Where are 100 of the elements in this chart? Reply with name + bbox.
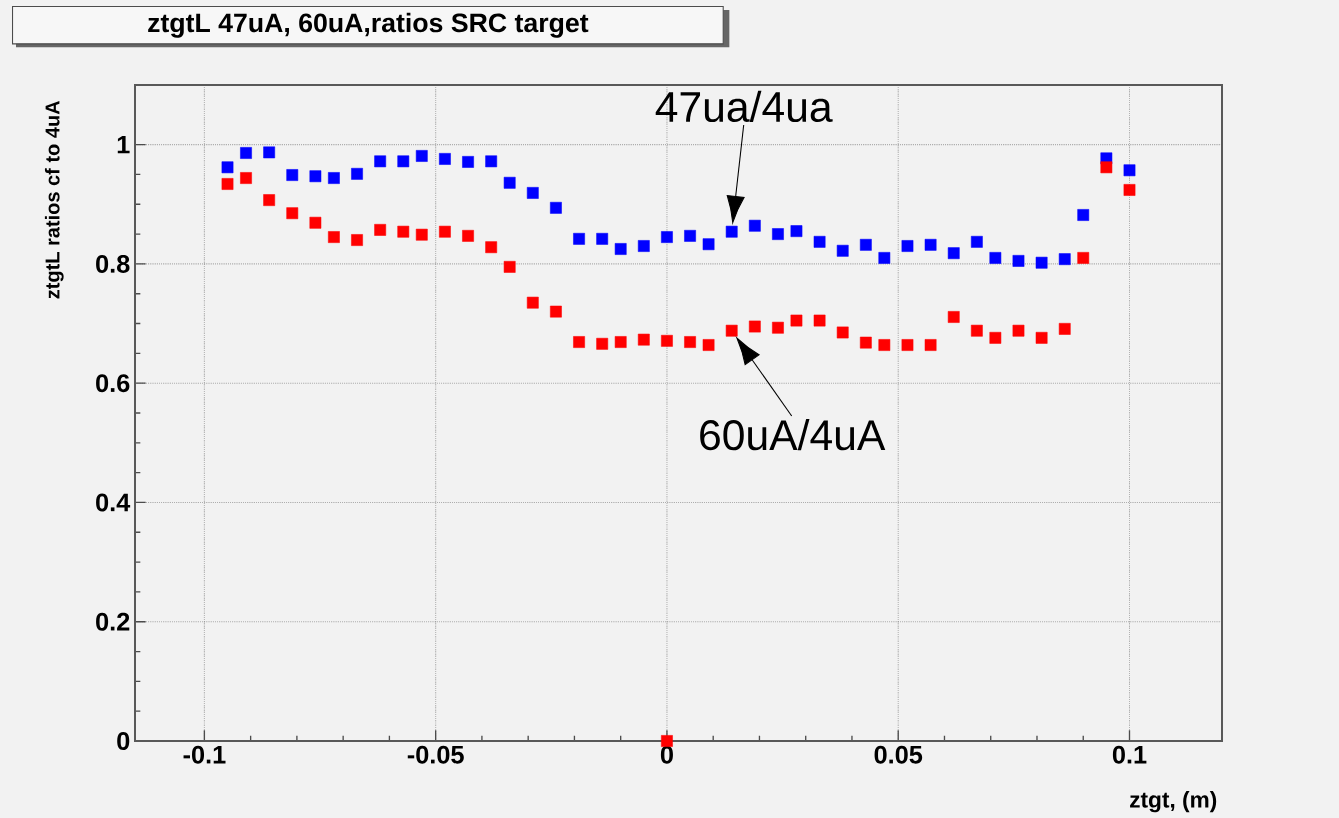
- x-tick-label: 0: [660, 745, 673, 764]
- point: [1077, 209, 1090, 221]
- point: [901, 339, 914, 351]
- point: [1012, 324, 1025, 337]
- point: [596, 337, 609, 350]
- point: [748, 219, 761, 232]
- point: [947, 311, 960, 323]
- point: [286, 207, 299, 220]
- point: [1058, 323, 1071, 335]
- point: [309, 216, 322, 229]
- point: [573, 232, 585, 245]
- point: [878, 252, 891, 264]
- y-tick-label: 0: [117, 732, 130, 750]
- point: [702, 339, 715, 351]
- point: [772, 321, 784, 334]
- point: [462, 156, 474, 168]
- point: [836, 326, 849, 339]
- point: [550, 305, 562, 318]
- point: [661, 735, 673, 747]
- point: [1123, 184, 1136, 196]
- point: [859, 238, 872, 251]
- point: [240, 172, 252, 184]
- y-tick-label: 0.2: [96, 612, 130, 631]
- point: [439, 225, 451, 238]
- point: [374, 224, 387, 236]
- point: [748, 320, 761, 333]
- y-tick-label: 0.4: [96, 493, 131, 512]
- y-tick-label: 0.6: [96, 374, 130, 393]
- point: [328, 231, 340, 243]
- point: [397, 155, 410, 168]
- point: [526, 187, 539, 199]
- annotation: 47ua/4ua: [655, 90, 833, 123]
- point: [1100, 161, 1113, 174]
- point: [263, 146, 276, 159]
- point: [970, 324, 983, 337]
- point: [661, 231, 673, 243]
- point: [989, 252, 1002, 264]
- point: [790, 314, 803, 327]
- point: [901, 240, 914, 252]
- point: [485, 241, 498, 254]
- point: [924, 339, 937, 351]
- point: [573, 336, 585, 348]
- x-tick-label: 0.05: [874, 745, 923, 764]
- point: [309, 170, 322, 183]
- point: [1077, 252, 1090, 264]
- point: [351, 167, 363, 180]
- point: [813, 235, 826, 248]
- point: [725, 324, 738, 337]
- point: [526, 296, 539, 309]
- point: [1035, 256, 1048, 269]
- point: [221, 178, 234, 190]
- y-tick-label: 1: [117, 135, 130, 154]
- point: [684, 336, 696, 348]
- y-tick-label: 0.8: [96, 254, 130, 273]
- point: [485, 155, 498, 168]
- point: [614, 243, 627, 255]
- x-tick-label: 0.1: [1112, 745, 1147, 764]
- point: [859, 336, 872, 349]
- point: [503, 176, 516, 189]
- point: [1123, 164, 1136, 177]
- point: [240, 147, 252, 159]
- point: [947, 247, 960, 260]
- point: [924, 238, 937, 251]
- point: [596, 232, 609, 245]
- point: [878, 339, 891, 351]
- x-axis-title: ztgt, (m): [1130, 791, 1217, 813]
- point: [374, 155, 387, 168]
- point: [1012, 255, 1025, 267]
- point: [1058, 253, 1071, 265]
- x-tick-label: -0.05: [407, 745, 464, 764]
- point: [725, 225, 738, 238]
- point: [989, 331, 1002, 344]
- point: [328, 172, 340, 184]
- point: [351, 234, 363, 246]
- point: [397, 225, 410, 238]
- point: [614, 336, 627, 348]
- point: [772, 228, 784, 240]
- point: [661, 334, 673, 347]
- point: [550, 201, 562, 214]
- point: [286, 169, 299, 181]
- point: [637, 333, 650, 346]
- point: [637, 240, 650, 252]
- point: [970, 235, 983, 248]
- point: [263, 194, 276, 206]
- point: [790, 225, 803, 237]
- point: [813, 314, 826, 327]
- point: [503, 261, 516, 273]
- point: [415, 228, 428, 241]
- point: [836, 244, 849, 257]
- point: [221, 161, 234, 174]
- chart-title: ztgtL 47uA, 60uA,ratios SRC target: [148, 12, 589, 38]
- point: [1035, 331, 1048, 344]
- annotation: 60uA/4uA: [700, 418, 886, 451]
- point: [439, 153, 451, 165]
- x-tick-label: -0.1: [183, 745, 226, 764]
- y-axis-title: ztgtL ratios cf to 4uA: [44, 100, 64, 299]
- point: [462, 230, 474, 242]
- point: [415, 150, 428, 162]
- point: [702, 238, 715, 251]
- point: [684, 230, 696, 242]
